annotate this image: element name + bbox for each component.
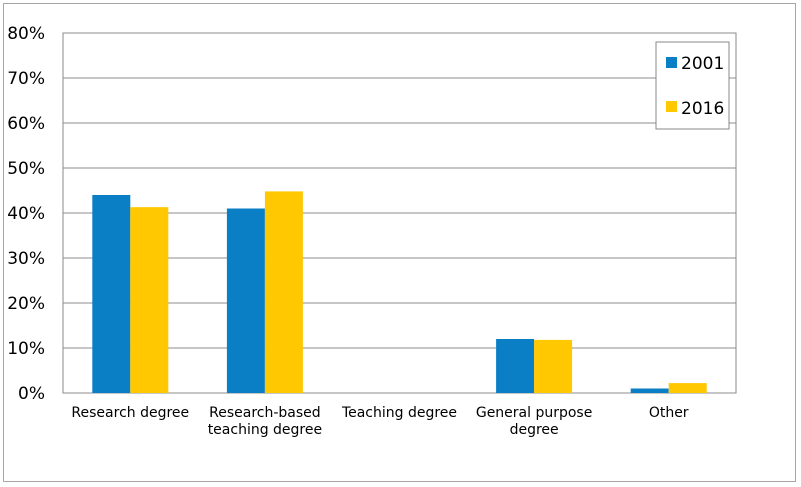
- legend-label-2016: 2016: [681, 99, 724, 119]
- category-labels: Research degree Research-based teaching de…: [71, 405, 688, 438]
- y-tick-label: 30%: [7, 249, 45, 269]
- bar-2001-0: [92, 195, 131, 393]
- bar-2016-3: [534, 339, 573, 393]
- bar-2001-3: [496, 339, 535, 393]
- bar-2001-4: [630, 388, 669, 393]
- y-tick-label: 60%: [7, 114, 45, 134]
- category-label: Teaching degree: [341, 405, 457, 421]
- category-label: Other: [649, 405, 689, 421]
- legend-swatch-2001: [666, 57, 677, 68]
- bars: [92, 191, 707, 393]
- category-label: General purpose degree: [476, 405, 593, 438]
- bar-2016-1: [264, 191, 303, 393]
- y-tick-label: 40%: [7, 204, 45, 224]
- y-axis-ticks: 0% 10% 20% 30% 40% 50% 60% 70% 80%: [7, 24, 45, 404]
- legend-swatch-2016: [666, 101, 677, 112]
- legend-label-2001: 2001: [681, 54, 724, 74]
- category-label: Research degree: [71, 405, 189, 421]
- bar-2001-1: [226, 208, 265, 393]
- bar-2016-4: [668, 383, 707, 393]
- y-tick-label: 0%: [18, 384, 45, 404]
- legend-box: [655, 41, 730, 130]
- legend: 2001 2016: [655, 41, 730, 130]
- y-tick-label: 80%: [7, 24, 45, 44]
- bar-2016-0: [130, 207, 169, 393]
- y-tick-label: 50%: [7, 159, 45, 179]
- category-label: Research-based teaching degree: [208, 405, 322, 438]
- y-tick-label: 10%: [7, 339, 45, 359]
- y-tick-label: 70%: [7, 69, 45, 89]
- gridlines: [63, 32, 736, 394]
- y-tick-label: 20%: [7, 294, 45, 314]
